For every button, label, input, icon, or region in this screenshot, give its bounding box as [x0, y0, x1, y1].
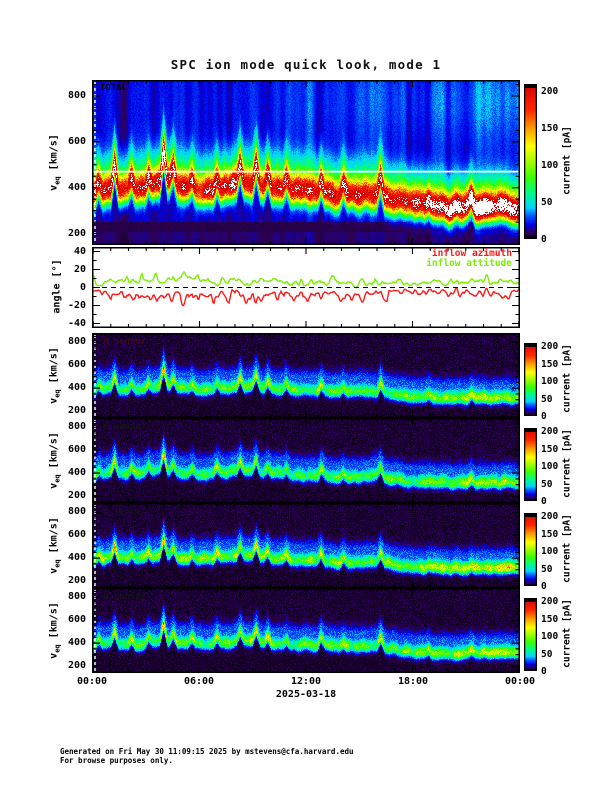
- x-tick-label-1: 06:00: [183, 676, 215, 687]
- y-axis-label-sub: eq: [53, 643, 62, 653]
- footer-browse-line: For browse purposes only.: [60, 755, 173, 765]
- colorbar-tick-label-sensor-a: 150: [541, 358, 559, 370]
- colorbar-tick-label-total: 150: [541, 123, 559, 135]
- colorbar-tick-label-sensor-a: 0: [541, 411, 547, 422]
- colorbar-tick-label-sensor-a: 50: [541, 393, 553, 405]
- sensor-d-colorbar: [524, 598, 537, 671]
- y-tick-label-total: 400: [67, 181, 86, 193]
- y-tick-label-angles: 20: [73, 263, 86, 275]
- legend-inflow-azimuth: inflow azimuth: [431, 248, 512, 259]
- sensor-c-colorbar: [524, 513, 537, 586]
- sensor-c-plot: [92, 503, 520, 588]
- colorbar-tick-label-sensor-d: 200: [541, 596, 559, 608]
- y-tick-label-angles: 40: [73, 245, 86, 257]
- y-tick-label-sensor-a: 600: [67, 359, 86, 371]
- colorbar-tick-label-sensor-c: 50: [541, 563, 553, 575]
- colorbar-tick-label-total: 0: [541, 234, 547, 245]
- y-axis-label-sub: eq: [53, 175, 62, 185]
- colorbar-tick-label-sensor-b: 150: [541, 443, 559, 455]
- y-axis-label-unit: [km/s]: [48, 601, 60, 644]
- y-tick-label-sensor-d: 400: [67, 637, 86, 649]
- legend-inflow-attitude: inflow attitude: [426, 258, 512, 269]
- colorbar-tick-label-sensor-b: 100: [541, 461, 559, 473]
- colorbar-tick-label-sensor-c: 150: [541, 528, 559, 540]
- colorbar-tick-label-sensor-a: 200: [541, 341, 559, 353]
- y-tick-label-sensor-d: 800: [67, 591, 86, 603]
- x-tick-label-2: 12:00: [290, 676, 322, 687]
- colorbar-tick-label-sensor-b: 200: [541, 426, 559, 438]
- panel-label-total: TOTAL: [100, 83, 128, 93]
- colorbar-tick-label-sensor-b: 50: [541, 478, 553, 490]
- colorbar-tick-label-sensor-d: 0: [541, 666, 547, 677]
- sensor-b-colorbar: [524, 428, 537, 501]
- y-tick-label-angles: -20: [67, 299, 86, 311]
- colorbar-axis-label-sensor-d: current [pA]: [561, 598, 573, 668]
- y-tick-label-sensor-c: 400: [67, 552, 86, 564]
- y-axis-label-unit: [km/s]: [48, 133, 60, 176]
- y-tick-label-sensor-b: 800: [67, 421, 86, 433]
- x-tick-label-3: 18:00: [397, 676, 429, 687]
- panel-label-sensor-c: C sensor: [103, 507, 147, 517]
- angles-plot: [92, 247, 520, 328]
- colorbar-tick-label-sensor-d: 150: [541, 613, 559, 625]
- y-tick-label-sensor-a: 800: [67, 336, 86, 348]
- footer: Generated on Fri May 30 11:09:15 2025 by…: [60, 747, 354, 765]
- y-tick-label-sensor-b: 400: [67, 467, 86, 479]
- y-tick-label-total: 600: [67, 135, 86, 147]
- y-tick-label-total: 800: [67, 90, 86, 102]
- y-tick-label-total: 200: [67, 227, 86, 239]
- panel-label-sensor-b: B sensor: [103, 422, 147, 432]
- y-tick-label-sensor-c: 600: [67, 529, 86, 541]
- x-tick-label-4: 00:00: [504, 676, 536, 687]
- y-tick-label-sensor-b: 600: [67, 444, 86, 456]
- colorbar-tick-label-sensor-d: 100: [541, 631, 559, 643]
- x-tick-label-0: 00:00: [76, 676, 108, 687]
- x-axis-date-label: 2025-03-18: [275, 689, 337, 700]
- y-tick-label-sensor-c: 200: [67, 575, 86, 587]
- colorbar-tick-label-sensor-c: 100: [541, 546, 559, 558]
- colorbar-tick-label-sensor-a: 100: [541, 376, 559, 388]
- panel-label-sensor-d: D sensor: [103, 592, 147, 602]
- page-title: SPC ion mode quick look, mode 1: [170, 57, 442, 72]
- y-tick-label-angles: -40: [67, 317, 86, 329]
- y-axis-label-base: v: [48, 652, 60, 659]
- panel-label-sensor-a: A sensor: [103, 337, 147, 347]
- colorbar-axis-label-total: current [pA]: [561, 125, 573, 195]
- y-tick-label-sensor-a: 400: [67, 382, 86, 394]
- total-plot: [92, 80, 520, 245]
- colorbar-tick-label-total: 200: [541, 86, 559, 98]
- sensor-b-plot: [92, 418, 520, 503]
- sensor-a-colorbar: [524, 343, 537, 416]
- y-tick-label-sensor-d: 200: [67, 660, 86, 672]
- colorbar-tick-label-sensor-c: 200: [541, 511, 559, 523]
- total-colorbar: [524, 84, 537, 239]
- y-tick-label-sensor-d: 600: [67, 614, 86, 626]
- y-tick-label-sensor-c: 800: [67, 506, 86, 518]
- footer-generated-line: Generated on Fri May 30 11:09:15 2025 by…: [60, 747, 354, 756]
- colorbar-tick-label-total: 100: [541, 160, 559, 172]
- sensor-a-plot: [92, 333, 520, 418]
- colorbar-tick-label-sensor-b: 0: [541, 496, 547, 507]
- colorbar-tick-label-total: 50: [541, 197, 553, 209]
- colorbar-tick-label-sensor-d: 50: [541, 648, 553, 660]
- y-tick-label-sensor-b: 200: [67, 490, 86, 502]
- colorbar-tick-label-sensor-c: 0: [541, 581, 547, 592]
- sensor-d-plot: [92, 588, 520, 673]
- y-tick-label-sensor-a: 200: [67, 405, 86, 417]
- y-axis-label-sensor-d: veq [km/s]: [49, 530, 62, 730]
- y-tick-label-angles: 0: [79, 281, 86, 293]
